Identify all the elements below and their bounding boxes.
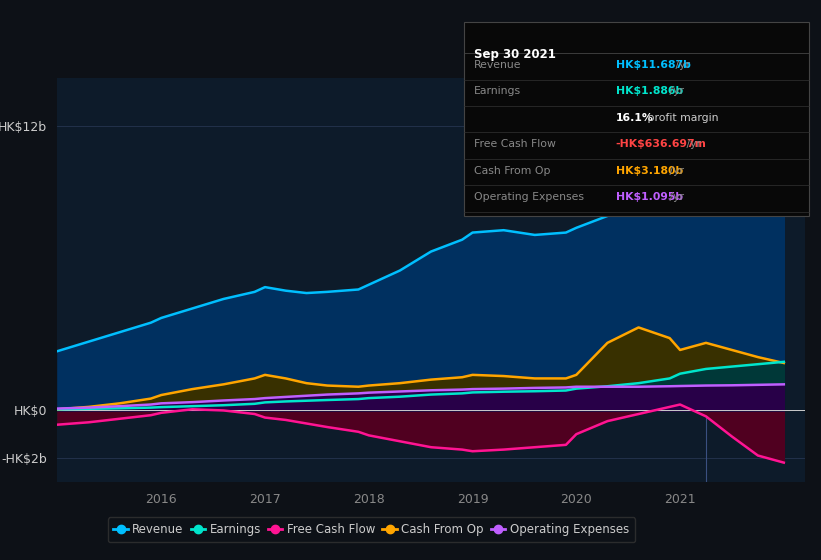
Text: HK$1.886b: HK$1.886b — [616, 86, 683, 96]
Text: /yr: /yr — [666, 166, 684, 176]
Text: HK$3.180b: HK$3.180b — [616, 166, 683, 176]
Text: Sep 30 2021: Sep 30 2021 — [474, 48, 556, 60]
Text: /yr: /yr — [672, 60, 690, 70]
Legend: Revenue, Earnings, Free Cash Flow, Cash From Op, Operating Expenses: Revenue, Earnings, Free Cash Flow, Cash … — [108, 517, 635, 542]
Text: Cash From Op: Cash From Op — [474, 166, 550, 176]
Text: /yr: /yr — [683, 139, 701, 150]
Text: 16.1%: 16.1% — [616, 113, 654, 123]
Text: HK$1.095b: HK$1.095b — [616, 192, 683, 202]
Text: Revenue: Revenue — [474, 60, 521, 70]
Text: Free Cash Flow: Free Cash Flow — [474, 139, 556, 150]
Text: Operating Expenses: Operating Expenses — [474, 192, 584, 202]
Text: /yr: /yr — [666, 192, 684, 202]
Text: profit margin: profit margin — [644, 113, 718, 123]
Text: -HK$636.697m: -HK$636.697m — [616, 139, 707, 150]
Text: HK$11.687b: HK$11.687b — [616, 60, 690, 70]
Text: Earnings: Earnings — [474, 86, 521, 96]
Text: /yr: /yr — [666, 86, 684, 96]
